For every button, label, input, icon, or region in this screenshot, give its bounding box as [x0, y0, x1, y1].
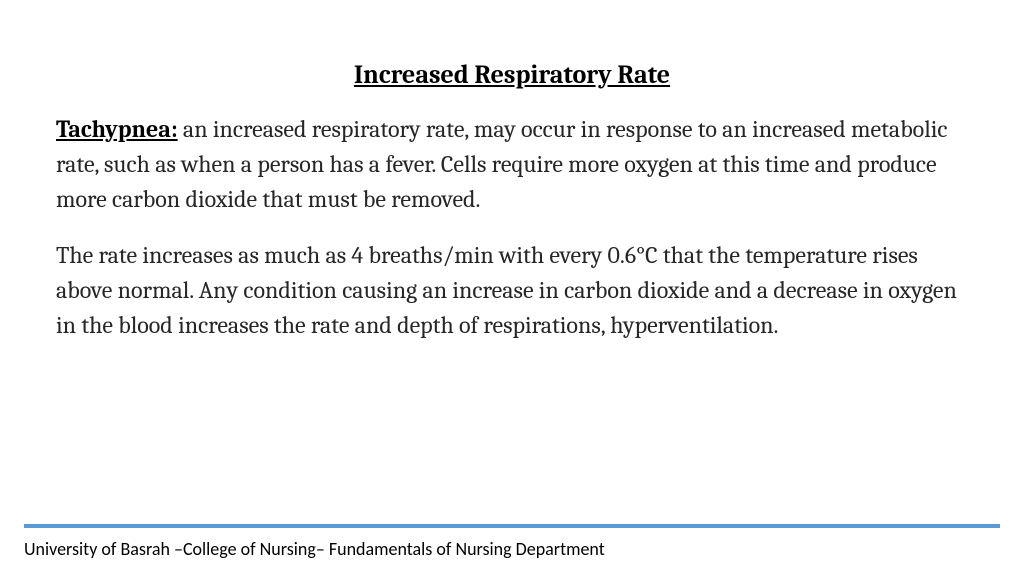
paragraph-1: Tachypnea: an increased respiratory rate… — [56, 112, 968, 216]
term-tachypnea: Tachypnea: — [56, 115, 178, 143]
footer-text: University of Basrah –College of Nursing… — [24, 538, 605, 560]
slide: Increased Respiratory Rate Tachypnea: an… — [0, 0, 1024, 576]
paragraph-2: The rate increases as much as 4 breaths/… — [56, 238, 968, 342]
paragraph-1-rest: an increased respiratory rate, may occur… — [56, 115, 947, 213]
footer-divider — [24, 524, 1000, 528]
slide-title: Increased Respiratory Rate — [56, 60, 968, 90]
